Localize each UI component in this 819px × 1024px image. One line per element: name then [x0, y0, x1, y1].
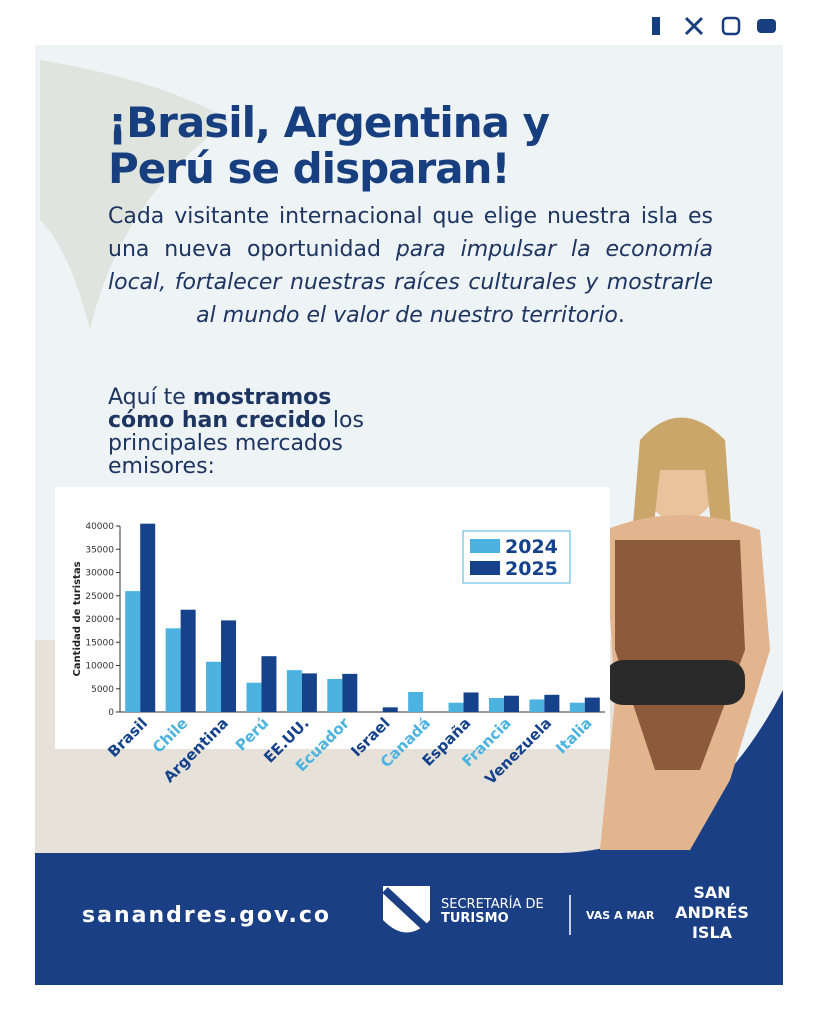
bar	[125, 591, 141, 712]
social-icons	[652, 16, 776, 36]
bar	[140, 523, 156, 712]
bar	[246, 682, 262, 712]
woman	[600, 417, 770, 850]
bar	[327, 678, 343, 712]
text: los principales mercados emisores:	[108, 408, 364, 479]
bar	[165, 628, 181, 712]
logo: SAN	[693, 883, 730, 902]
title-line: Perú se disparan!	[108, 144, 511, 193]
bar	[569, 702, 585, 712]
site: sanandres.gov.co	[82, 903, 331, 928]
footer-logos: sanandres.gov.co SECRETARÍA DE TURISMO V…	[82, 883, 749, 942]
footer-band	[35, 690, 783, 985]
bar	[301, 673, 317, 712]
palm	[40, 60, 230, 330]
dept: SECRETARÍA DE	[441, 896, 544, 912]
bar	[463, 692, 479, 712]
y-tick-label: 10000	[85, 662, 114, 672]
bar	[529, 699, 545, 712]
bar	[261, 656, 277, 712]
subtitle: Aquí te mostramos cómo han crecido los p…	[108, 386, 398, 478]
text: Aquí te	[108, 385, 193, 410]
y-tick-label: 0	[108, 708, 114, 718]
y-tick-label: 40000	[85, 522, 114, 532]
y-tick-label: 15000	[85, 638, 114, 648]
paragraph: Cada visitante internacional que elige n…	[108, 200, 713, 332]
legend-swatch	[470, 561, 500, 575]
title-line: ¡Brasil, Argentina y	[108, 98, 550, 147]
bar	[342, 673, 358, 712]
bar	[448, 702, 464, 712]
logo: ANDRÉS	[675, 903, 749, 922]
bar	[503, 695, 519, 712]
bar	[180, 609, 196, 712]
y-tick-label: 5000	[91, 685, 114, 695]
text: para impulsar la economía local, fortale…	[108, 237, 713, 328]
bar	[408, 692, 424, 712]
text: mostramos cómo han crecido	[108, 385, 332, 433]
legend-label: 2024	[505, 536, 558, 558]
bar	[544, 694, 560, 712]
bar	[488, 698, 504, 712]
text: .	[617, 303, 625, 328]
bar	[382, 707, 398, 712]
bar	[221, 620, 237, 712]
legend-label: 2025	[505, 558, 558, 580]
text: Cada visitante internacional que elige n…	[108, 204, 713, 262]
title: ¡Brasil, Argentina y Perú se disparan!	[108, 98, 550, 193]
bar	[206, 661, 222, 712]
logo: ISLA	[692, 923, 733, 942]
bar	[584, 697, 600, 712]
y-tick-label: 35000	[85, 545, 114, 555]
y-axis-label: Cantidad de turistas	[72, 561, 83, 676]
legend-swatch	[470, 539, 500, 553]
y-tick-label: 30000	[85, 569, 114, 579]
dept: TURISMO	[441, 911, 509, 926]
y-tick-label: 20000	[85, 615, 114, 625]
y-tick-label: 25000	[85, 592, 114, 602]
slogan: VAS A MAR	[586, 909, 655, 922]
bar	[286, 670, 302, 712]
